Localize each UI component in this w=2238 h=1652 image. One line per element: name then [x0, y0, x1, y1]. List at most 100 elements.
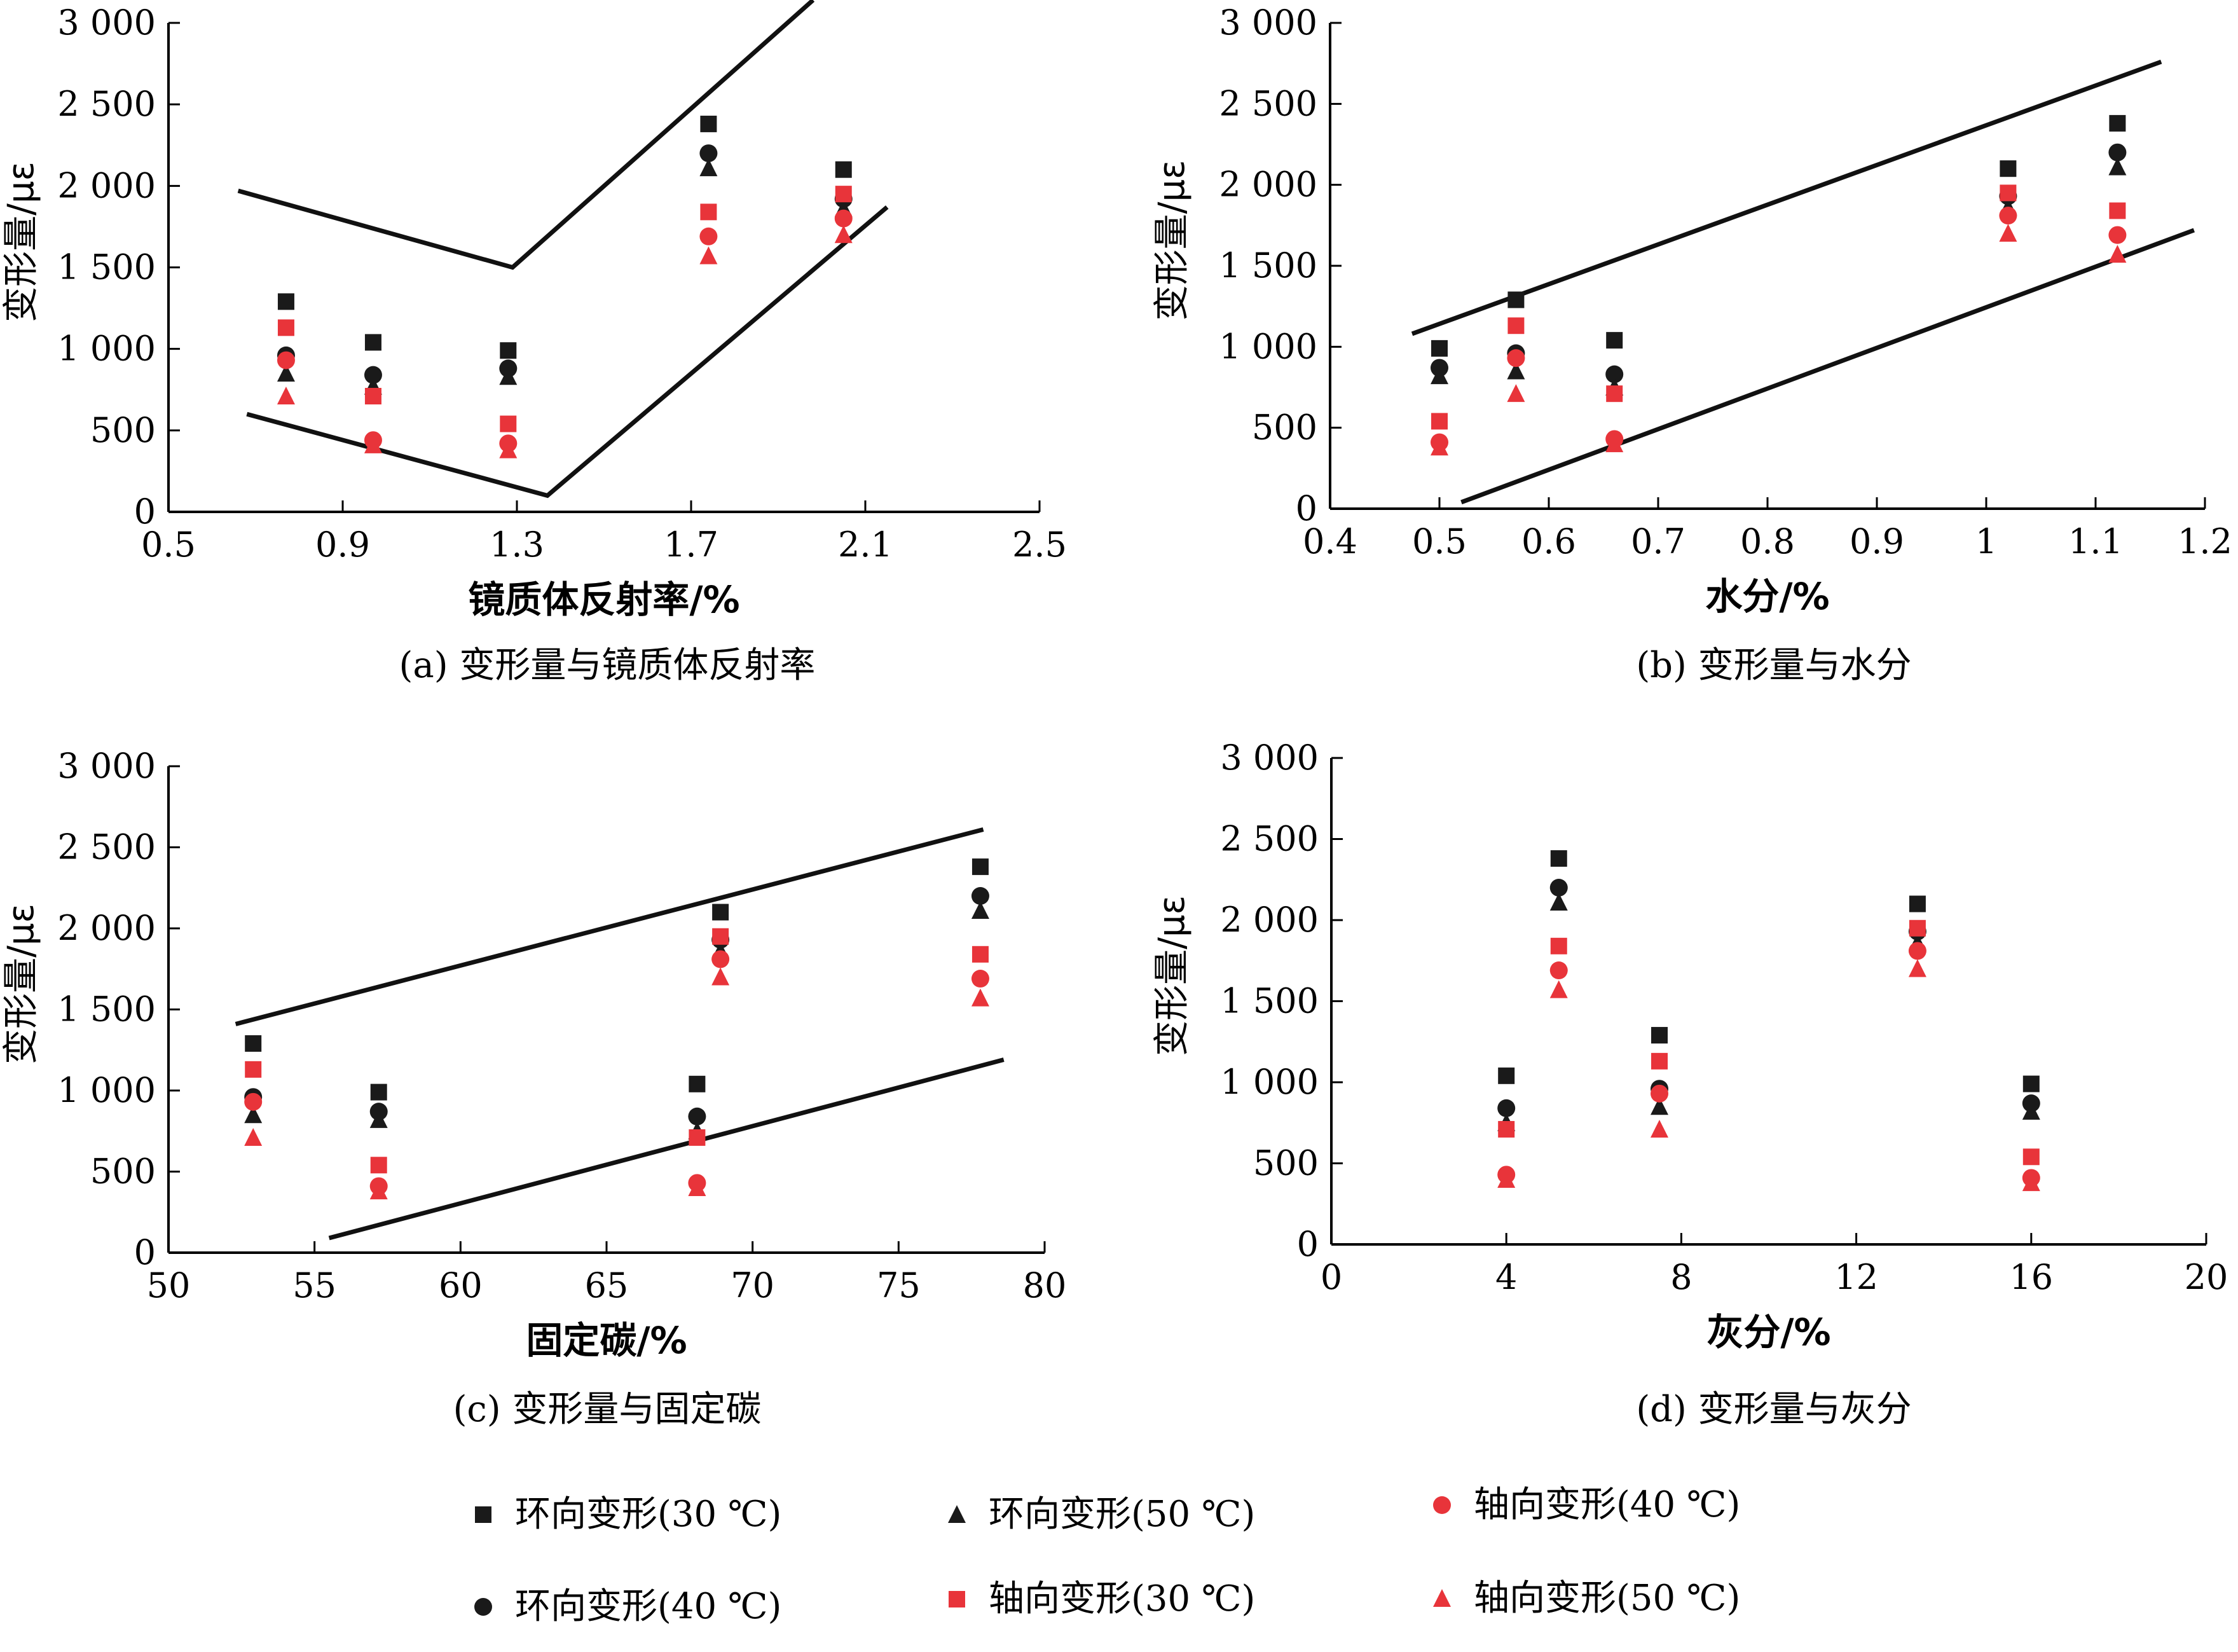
data-point-h30	[2109, 114, 2126, 132]
x-tick-label: 1.1	[2068, 521, 2123, 561]
legend-label: 环向变形(30 ℃)	[515, 1494, 781, 1535]
legend-label: 环向变形(50 ℃)	[989, 1494, 1255, 1535]
data-point-a50	[244, 1127, 263, 1146]
data-point-h30	[971, 858, 989, 876]
x-tick-label: 1.7	[664, 525, 718, 565]
data-point-h30	[700, 115, 717, 132]
legend-item-h30: 环向变形(30 ℃)	[475, 1494, 781, 1535]
data-point-a50	[499, 440, 518, 458]
x-tick-label: 0.9	[1850, 521, 1904, 561]
y-tick-label: 2 500	[57, 84, 156, 124]
data-point-h30	[1431, 340, 1448, 357]
y-tick-label: 1 000	[57, 329, 156, 369]
panel-caption: (d) 变形量与灰分	[1636, 1389, 1911, 1430]
legend-item-h50: 环向变形(50 ℃)	[948, 1494, 1255, 1535]
data-point-h50	[971, 900, 989, 919]
data-point-a40	[1999, 207, 2017, 225]
x-tick-label: 16	[2009, 1257, 2053, 1297]
x-tick-label: 1.3	[490, 525, 544, 565]
y-axis-label: 变形量/με	[1151, 895, 1193, 1056]
chart-panel-c: 0 500 1 000 1 500 2 000 2 500 3 000 50 55 60 65 70 7…	[1, 746, 1066, 1430]
panel-caption: (a) 变形量与镜质体反射率	[399, 645, 816, 686]
data-point-a50	[1651, 1119, 1668, 1138]
envelope-line	[246, 205, 889, 499]
data-point-h30	[835, 161, 852, 178]
data-point-h30	[245, 1035, 262, 1052]
chart-panel-a: 0 500 1 000 1 500 2 000 2 500 3 000 0.5 0.9 1.3 1.…	[1, 0, 1067, 686]
data-point-a30	[2109, 202, 2126, 219]
legend-label: 轴向变形(30 ℃)	[989, 1578, 1255, 1620]
x-tick-label: 12	[1834, 1257, 1878, 1297]
data-point-a40	[711, 950, 730, 968]
data-point-a50	[277, 387, 295, 405]
x-axis-label: 固定碳/%	[526, 1319, 687, 1362]
data-point-a30	[2000, 184, 2017, 202]
x-axis-label: 水分/%	[1705, 575, 1829, 618]
x-tick-label: 1	[1975, 521, 1997, 561]
data-point-h30	[1606, 332, 1623, 349]
legend-item-h40: 环向变形(40 ℃)	[474, 1586, 781, 1627]
x-tick-label: 75	[877, 1265, 921, 1305]
legend-item-a40: 轴向变形(40 ℃)	[1433, 1484, 1740, 1525]
y-tick-label: 1 000	[57, 1070, 156, 1110]
y-tick-label: 2 500	[57, 827, 156, 867]
y-tick-label: 500	[1252, 408, 1317, 448]
x-tick-label: 0	[1321, 1257, 1342, 1297]
legend-marker	[475, 1506, 491, 1523]
x-tick-label: 2.1	[838, 525, 893, 565]
y-tick-label: 3 000	[57, 3, 156, 43]
data-point-h30	[2022, 1075, 2040, 1092]
envelope-line	[1460, 228, 2195, 505]
x-tick-label: 70	[731, 1265, 774, 1305]
data-point-h30	[277, 293, 294, 310]
data-point-a40	[1549, 961, 1568, 980]
x-tick-label: 4	[1495, 1257, 1517, 1297]
data-point-h30	[689, 1075, 706, 1092]
x-tick-label: 8	[1670, 1257, 1692, 1297]
legend: 环向变形(30 ℃) 环向变形(50 ℃) 轴向变形(40 ℃) 环向变形(40 ℃)…	[474, 1484, 1740, 1627]
legend-marker	[1433, 1496, 1451, 1514]
data-point-h50	[244, 1105, 263, 1124]
y-axis-label: 变形量/με	[1151, 160, 1193, 321]
y-tick-label: 1 500	[1219, 245, 1317, 286]
data-point-h40	[1605, 365, 1624, 383]
data-point-h30	[2000, 160, 2017, 177]
y-tick-label: 1 000	[1219, 326, 1317, 366]
y-tick-label: 1 500	[1220, 981, 1319, 1021]
x-tick-label: 65	[585, 1265, 629, 1305]
panel-caption: (c) 变形量与固定碳	[453, 1389, 762, 1430]
data-point-a40	[971, 970, 989, 988]
chart-panel-d: 0 500 1 000 1 500 2 000 2 500 3 000 0 4 8 12 16 20 灰分…	[1151, 738, 2228, 1430]
data-point-a40	[834, 209, 853, 228]
y-tick-label: 2 000	[57, 165, 156, 205]
data-point-a50	[369, 1181, 388, 1200]
legend-marker	[948, 1505, 966, 1523]
y-tick-label: 1 500	[57, 247, 156, 287]
data-point-a30	[1606, 385, 1623, 403]
data-point-a30	[835, 186, 852, 203]
data-point-h40	[1549, 879, 1568, 897]
y-tick-label: 500	[90, 410, 156, 450]
x-tick-label: 60	[439, 1265, 483, 1305]
y-tick-label: 500	[90, 1152, 156, 1192]
x-tick-label: 0.9	[315, 525, 370, 565]
x-tick-label: 0.5	[1412, 521, 1467, 561]
x-tick-label: 1.2	[2178, 521, 2232, 561]
data-point-h50	[1507, 361, 1525, 380]
data-point-h30	[364, 334, 381, 351]
data-point-h50	[1431, 366, 1448, 385]
y-tick-label: 0	[134, 1232, 156, 1272]
envelope-line	[235, 827, 984, 1026]
data-point-a50	[1908, 959, 1926, 977]
y-axis-label: 变形量/με	[1, 904, 42, 1064]
y-tick-label: 2 000	[1219, 165, 1317, 205]
y-axis-label: 变形量/με	[1, 162, 42, 322]
legend-item-a30: 轴向变形(30 ℃)	[949, 1578, 1255, 1620]
data-point-a50	[834, 225, 853, 244]
data-point-h50	[1651, 1097, 1668, 1115]
data-point-a30	[364, 388, 381, 405]
data-point-h50	[2108, 157, 2127, 176]
y-tick-label: 2 000	[1220, 900, 1319, 940]
y-tick-label: 0	[134, 492, 156, 532]
